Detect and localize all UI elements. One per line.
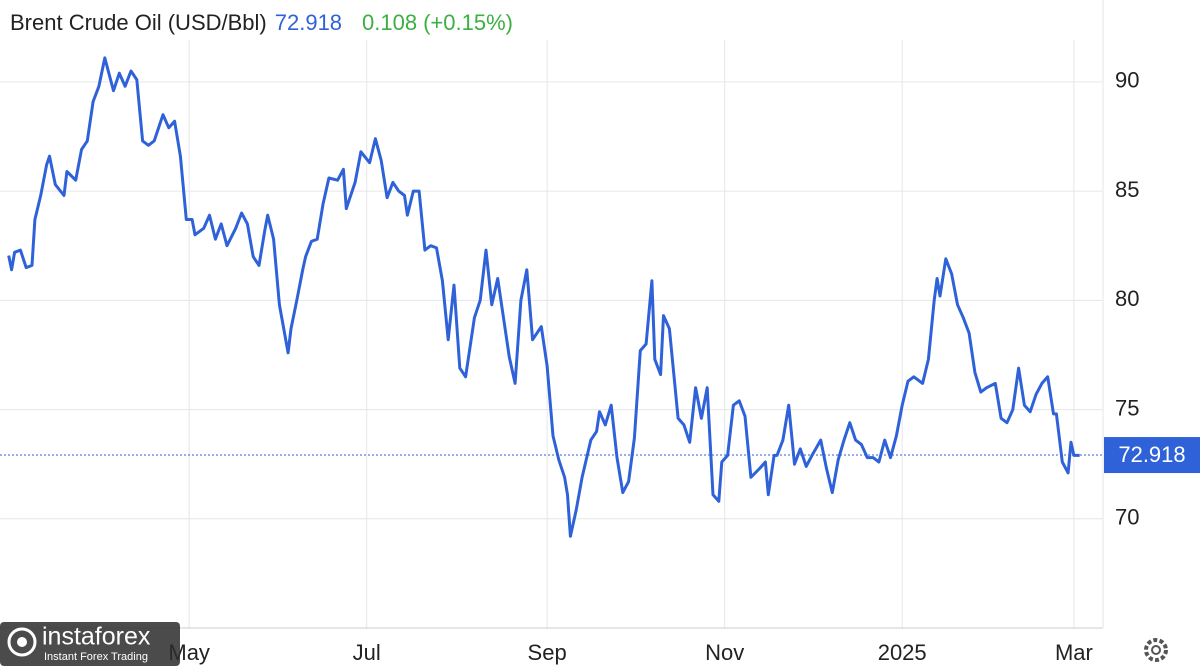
last-price-label: 72.918 [1118, 442, 1185, 467]
watermark: instaforex Instant Forex Trading [0, 622, 180, 666]
price-change: 0.108 [362, 10, 417, 35]
gear-outer[interactable] [1144, 638, 1168, 662]
x-tick-label: 2025 [878, 640, 927, 665]
y-tick-label: 85 [1115, 177, 1139, 202]
watermark-bg [0, 622, 180, 666]
last-price-box [1104, 437, 1200, 474]
gear-inner[interactable] [1151, 645, 1161, 655]
x-tick-label: Mar [1055, 640, 1093, 665]
watermark-tagline: Instant Forex Trading [44, 651, 148, 663]
chart-title: Brent Crude Oil (USD/Bbl) [10, 10, 267, 35]
x-tick-label: Sep [528, 640, 567, 665]
x-tick-label: Nov [705, 640, 744, 665]
x-tick-label: Jul [353, 640, 381, 665]
last-price: 72.918 [275, 10, 342, 35]
watermark-logo-center [17, 637, 27, 647]
y-tick-label: 70 [1115, 505, 1139, 530]
y-tick-label: 90 [1115, 68, 1139, 93]
watermark-logo [7, 627, 37, 657]
price-change-percent: (+0.15%) [423, 10, 513, 35]
y-tick-label: 80 [1115, 286, 1139, 311]
price-line [7, 56, 1080, 538]
y-tick-label: 75 [1115, 395, 1139, 420]
watermark-brand: instaforex [42, 623, 151, 651]
settings-icon[interactable] [1144, 638, 1168, 662]
